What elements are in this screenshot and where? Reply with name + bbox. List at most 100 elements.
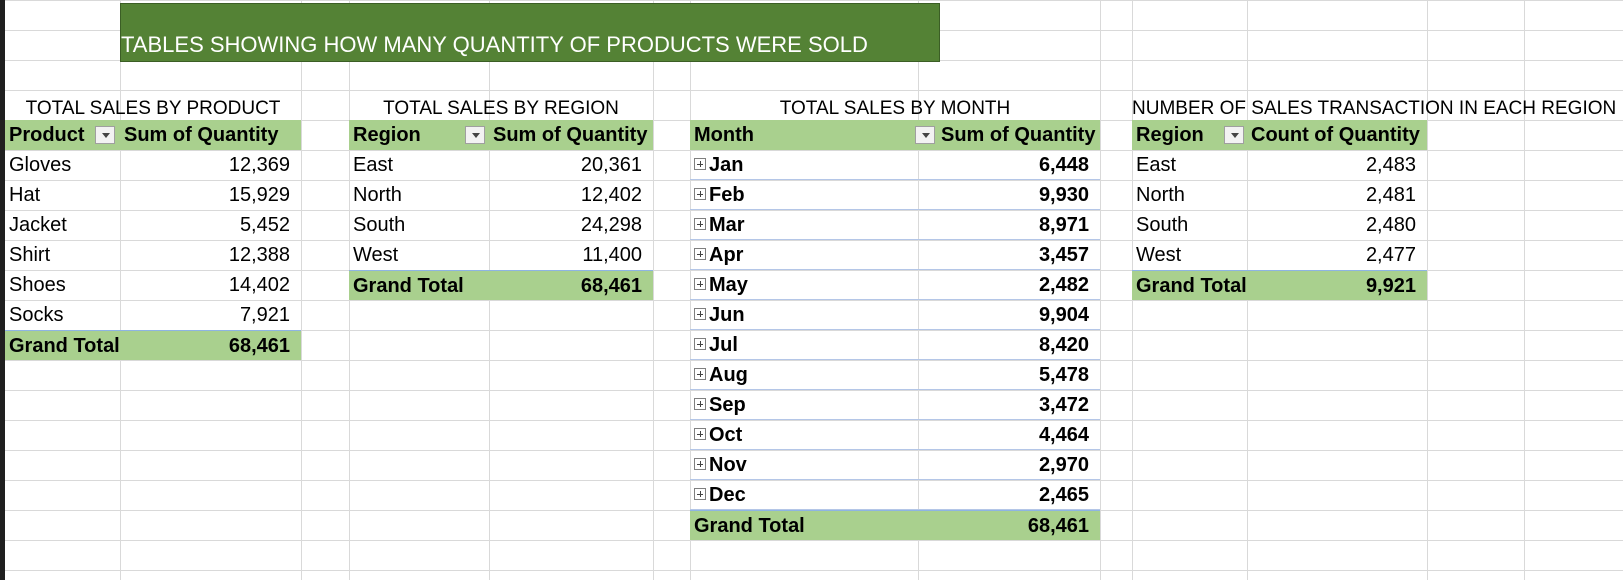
- expand-plus-icon[interactable]: [694, 218, 706, 231]
- row-value[interactable]: 11,400: [582, 244, 642, 266]
- grand-total-label[interactable]: Grand Total: [1132, 270, 1247, 300]
- grand-total-label[interactable]: Grand Total: [349, 270, 489, 300]
- grand-total-value[interactable]: 9,921: [1247, 270, 1427, 300]
- row-label-text: Apr: [709, 244, 744, 266]
- expand-plus-icon[interactable]: [694, 158, 706, 171]
- row-label[interactable]: North: [349, 180, 489, 210]
- column-header-value[interactable]: Sum of Quantity: [120, 120, 301, 150]
- row-value[interactable]: 9,904: [937, 300, 1100, 330]
- gridline-column: [918, 0, 919, 580]
- row-value[interactable]: 24,298: [580, 214, 642, 236]
- expand-plus-icon[interactable]: [694, 488, 706, 501]
- expand-plus-icon[interactable]: [694, 398, 706, 411]
- row-value[interactable]: 2,477: [1365, 244, 1416, 266]
- row-label-text: Socks: [9, 304, 64, 326]
- row-label-text: Mar: [709, 214, 745, 236]
- row-label[interactable]: West: [1132, 240, 1247, 270]
- grand-total-label[interactable]: Grand Total: [5, 330, 120, 360]
- row-value[interactable]: 12,369: [228, 154, 290, 176]
- row-value[interactable]: 5,478: [937, 360, 1100, 390]
- row-label[interactable]: May: [690, 270, 937, 300]
- row-value[interactable]: 3,472: [937, 390, 1100, 420]
- table-caption: TOTAL SALES BY PRODUCT: [25, 98, 281, 119]
- row-label[interactable]: South: [1132, 210, 1247, 240]
- row-label[interactable]: East: [349, 150, 489, 180]
- row-value[interactable]: 5,452: [239, 214, 290, 236]
- row-label-text: Jan: [709, 154, 744, 176]
- expand-plus-icon[interactable]: [694, 278, 706, 291]
- row-value[interactable]: 7,921: [239, 304, 290, 326]
- row-label[interactable]: Socks: [5, 300, 120, 330]
- row-value[interactable]: 2,970: [937, 450, 1100, 480]
- column-header-value[interactable]: Sum of Quantity: [937, 120, 1100, 150]
- row-value[interactable]: 15,929: [228, 184, 290, 206]
- column-header-label[interactable]: Month: [690, 120, 937, 150]
- row-label[interactable]: South: [349, 210, 489, 240]
- expand-plus-icon[interactable]: [694, 368, 706, 381]
- gridline-column: [690, 0, 691, 580]
- gridline-row: [0, 390, 1623, 391]
- gridline-row: [0, 180, 1623, 181]
- gridline-row: [0, 90, 1623, 91]
- gridline-column: [1524, 0, 1525, 580]
- row-label[interactable]: North: [1132, 180, 1247, 210]
- row-label[interactable]: Shirt: [5, 240, 120, 270]
- row-label[interactable]: Feb: [690, 180, 937, 210]
- expand-plus-icon[interactable]: [694, 338, 706, 351]
- title-banner[interactable]: [120, 3, 940, 62]
- row-value[interactable]: 2,483: [1365, 154, 1416, 176]
- row-label[interactable]: Sep: [690, 390, 937, 420]
- row-label[interactable]: West: [349, 240, 489, 270]
- row-label[interactable]: Jun: [690, 300, 937, 330]
- row-value[interactable]: 14,402: [228, 274, 290, 296]
- grand-total-value[interactable]: 68,461: [937, 510, 1100, 540]
- gridline-row: [0, 0, 1623, 1]
- filter-dropdown-icon[interactable]: [1224, 126, 1244, 144]
- row-label-text: North: [353, 184, 402, 206]
- column-header-value[interactable]: Count of Quantity: [1247, 120, 1427, 150]
- row-label[interactable]: Jacket: [5, 210, 120, 240]
- row-label[interactable]: Jan: [690, 150, 937, 180]
- row-label[interactable]: Nov: [690, 450, 937, 480]
- row-label-text: Hat: [9, 184, 41, 206]
- grand-total-value[interactable]: 68,461: [120, 330, 301, 360]
- row-value[interactable]: 12,388: [228, 244, 290, 266]
- row-label[interactable]: Apr: [690, 240, 937, 270]
- row-value[interactable]: 4,464: [937, 420, 1100, 450]
- row-label[interactable]: Mar: [690, 210, 937, 240]
- row-value[interactable]: 20,361: [580, 154, 642, 176]
- row-label[interactable]: Aug: [690, 360, 937, 390]
- expand-plus-icon[interactable]: [694, 458, 706, 471]
- row-label[interactable]: Dec: [690, 480, 937, 510]
- grand-total-label[interactable]: Grand Total: [690, 510, 937, 540]
- row-label[interactable]: East: [1132, 150, 1247, 180]
- row-label[interactable]: Shoes: [5, 270, 120, 300]
- row-value[interactable]: 3,457: [937, 240, 1100, 270]
- filter-dropdown-icon[interactable]: [915, 126, 935, 144]
- filter-dropdown-icon[interactable]: [95, 126, 115, 144]
- filter-dropdown-icon[interactable]: [465, 126, 485, 144]
- gridline-row: [0, 480, 1623, 481]
- gridline-row: [0, 210, 1623, 211]
- row-value[interactable]: 12,402: [580, 184, 642, 206]
- expand-plus-icon[interactable]: [694, 308, 706, 321]
- grand-total-value[interactable]: 68,461: [489, 270, 653, 300]
- row-value[interactable]: 9,930: [937, 180, 1100, 210]
- gridline-row: [0, 330, 1623, 331]
- row-label[interactable]: Jul: [690, 330, 937, 360]
- column-header-value[interactable]: Sum of Quantity: [489, 120, 653, 150]
- expand-plus-icon[interactable]: [694, 188, 706, 201]
- row-value[interactable]: 2,481: [1365, 184, 1416, 206]
- expand-plus-icon[interactable]: [694, 248, 706, 261]
- row-value[interactable]: 2,482: [937, 270, 1100, 300]
- row-value[interactable]: 8,971: [937, 210, 1100, 240]
- row-value[interactable]: 8,420: [937, 330, 1100, 360]
- expand-plus-icon[interactable]: [694, 428, 706, 441]
- row-label[interactable]: Gloves: [5, 150, 120, 180]
- row-value[interactable]: 2,480: [1365, 214, 1416, 236]
- row-label-text: Nov: [709, 454, 747, 476]
- row-label[interactable]: Oct: [690, 420, 937, 450]
- row-label[interactable]: Hat: [5, 180, 120, 210]
- row-value[interactable]: 2,465: [937, 480, 1100, 510]
- row-value[interactable]: 6,448: [937, 150, 1100, 180]
